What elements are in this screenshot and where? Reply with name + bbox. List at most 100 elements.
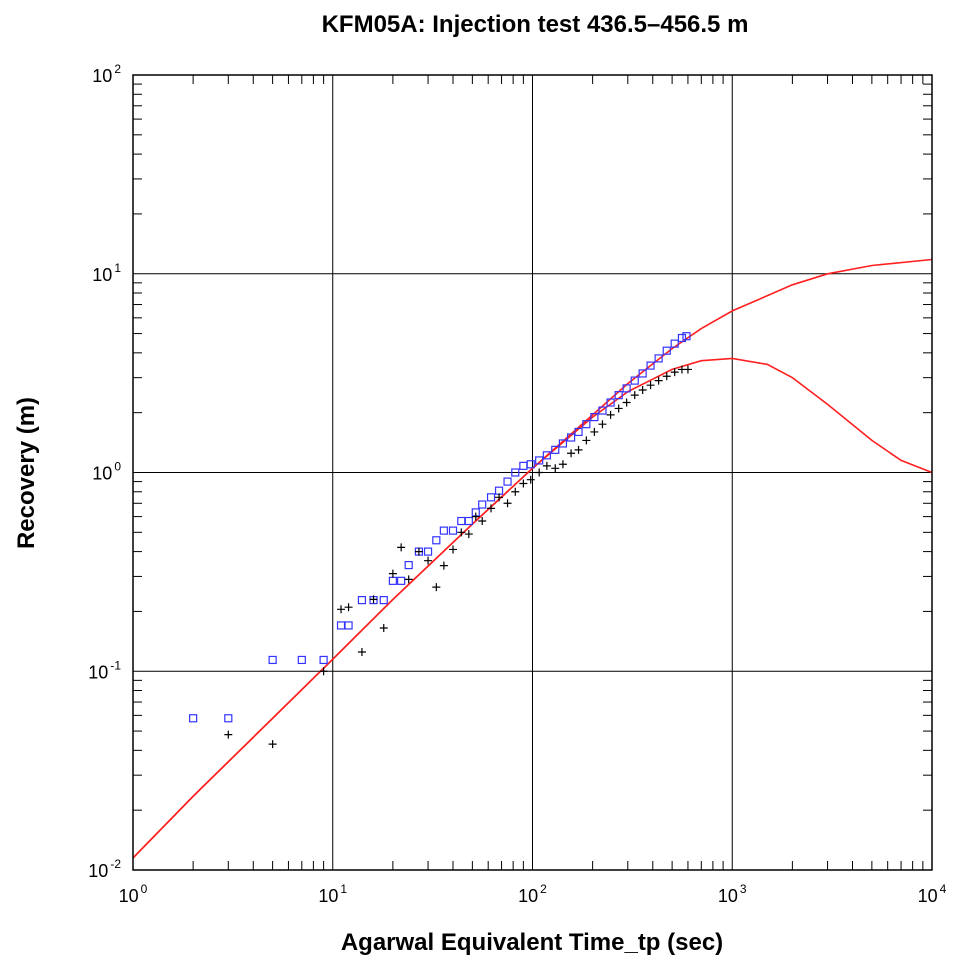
data-point-plus xyxy=(268,740,277,749)
chart-title: KFM05A: Injection test 436.5–456.5 m xyxy=(322,11,749,38)
y-tick-label: 10 2 xyxy=(92,62,121,86)
data-point-square xyxy=(606,398,615,407)
x-tick-label: 10 4 xyxy=(918,882,947,906)
data-point-plus xyxy=(388,569,397,578)
data-point-plus xyxy=(439,561,448,570)
data-point-square xyxy=(670,339,679,348)
data-point-square xyxy=(638,369,647,378)
x-tick-label: 10 3 xyxy=(718,882,747,906)
data-point-plus xyxy=(511,487,520,496)
x-tick-label: 10 2 xyxy=(518,882,547,906)
data-point-square xyxy=(478,500,487,509)
data-point-plus xyxy=(519,479,528,488)
x-axis-label: Agarwal Equivalent Time_tp (sec) xyxy=(341,929,723,956)
data-point-plus xyxy=(606,410,615,419)
data-point-square xyxy=(379,596,388,605)
data-point-plus xyxy=(487,504,496,513)
data-point-plus xyxy=(224,730,233,739)
data-point-square xyxy=(189,714,198,723)
data-point-plus xyxy=(414,547,423,556)
data-point-square xyxy=(297,655,306,665)
minor-ticks xyxy=(133,75,932,870)
data-point-square xyxy=(662,346,671,355)
data-point-plus xyxy=(551,464,560,473)
data-point-plus xyxy=(464,530,473,539)
data-point-plus xyxy=(344,603,353,612)
data-point-plus xyxy=(495,493,504,502)
data-point-plus xyxy=(424,556,433,565)
grid-lines xyxy=(133,75,932,870)
data-point-plus xyxy=(582,436,591,445)
data-point-plus xyxy=(369,595,378,604)
data-point-square xyxy=(574,427,583,437)
y-tick-label: 10 0 xyxy=(92,460,121,484)
y-tick-label: 10 1 xyxy=(92,261,121,285)
data-point-square xyxy=(423,547,433,556)
data-point-plus xyxy=(542,461,551,470)
data-point-square xyxy=(622,384,631,393)
y-tick-label: 10 -2 xyxy=(88,857,121,881)
data-point-plus xyxy=(432,583,441,592)
data-point-square xyxy=(486,493,496,502)
x-tick-labels: 10 0 10 1 10 2 10 3 10 4 xyxy=(119,882,947,906)
data-point-square xyxy=(432,536,441,545)
data-point-square xyxy=(677,333,687,343)
data-point-plus xyxy=(630,391,639,400)
data-point-plus xyxy=(598,420,607,429)
data-point-square xyxy=(319,655,328,665)
data-point-square xyxy=(582,420,591,429)
data-point-square xyxy=(503,477,512,486)
data-point-plus xyxy=(526,475,535,484)
data-point-plus xyxy=(503,499,512,508)
data-point-square xyxy=(464,516,473,526)
data-point-square xyxy=(344,621,353,630)
model-curve-3 xyxy=(132,357,933,859)
data-point-square xyxy=(511,468,520,477)
data-point-square xyxy=(590,412,599,422)
data-point-plus xyxy=(638,386,647,395)
data-point-square xyxy=(448,526,458,535)
data-point-square xyxy=(566,433,576,442)
data-point-square xyxy=(654,354,663,363)
data-point-plus xyxy=(337,605,346,614)
plot-series xyxy=(132,258,933,859)
data-point-plus xyxy=(478,517,487,526)
data-point-square xyxy=(646,361,655,370)
data-point-square xyxy=(357,596,367,605)
data-point-square xyxy=(439,526,448,535)
x-tick-label: 10 0 xyxy=(119,882,148,906)
data-point-plus xyxy=(646,381,655,390)
data-point-square xyxy=(526,460,535,469)
data-point-plus xyxy=(535,468,544,477)
y-axis-label: Recovery (m) xyxy=(13,397,40,549)
y-tick-label: 10 -1 xyxy=(88,658,121,682)
data-point-square xyxy=(224,714,233,723)
data-point-plus xyxy=(357,647,366,656)
data-point-plus xyxy=(662,372,671,381)
data-point-square xyxy=(404,561,413,570)
data-point-square xyxy=(630,376,639,385)
data-point-square xyxy=(542,451,551,460)
data-point-square xyxy=(535,456,544,465)
data-point-square xyxy=(682,332,691,341)
data-point-plus xyxy=(590,427,599,436)
data-point-plus xyxy=(379,624,388,633)
data-point-plus xyxy=(567,449,576,458)
data-point-plus xyxy=(574,445,583,454)
data-point-plus xyxy=(457,528,466,537)
data-point-square xyxy=(558,439,568,448)
data-point-plus xyxy=(471,512,480,521)
data-point-plus xyxy=(683,365,692,374)
data-point-square xyxy=(598,406,607,415)
data-point-plus xyxy=(670,368,679,377)
data-point-plus xyxy=(558,460,567,469)
data-point-square xyxy=(551,445,560,454)
data-point-plus xyxy=(622,398,631,407)
data-point-plus xyxy=(449,545,458,554)
data-point-plus xyxy=(397,543,406,552)
data-point-square xyxy=(397,576,406,585)
